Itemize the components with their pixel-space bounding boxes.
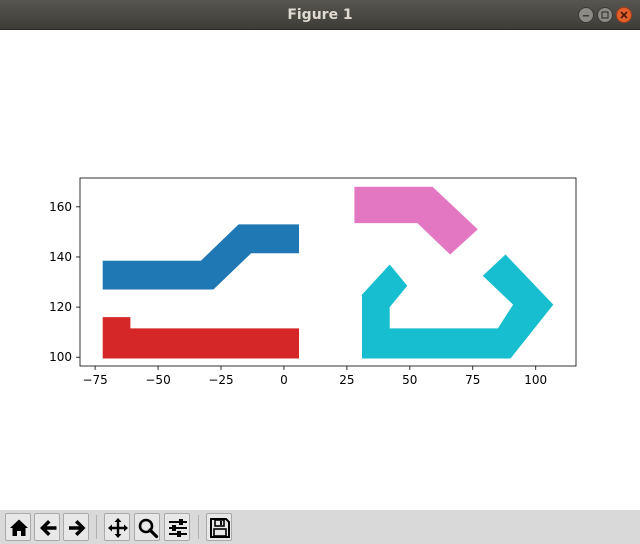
zoom-button[interactable]	[134, 513, 160, 541]
figure-canvas[interactable]: −75 −50 −25 0 25 50 75 100 100 120 140 160	[0, 30, 640, 510]
navigation-toolbar	[0, 510, 640, 544]
x-tick-label: −75	[82, 373, 107, 387]
minimize-button[interactable]	[578, 7, 594, 23]
home-icon	[10, 519, 28, 536]
y-tick-label: 100	[49, 350, 72, 364]
y-axis-ticks: 100 120 140 160	[49, 200, 80, 364]
window-title: Figure 1	[287, 7, 353, 23]
toolbar-separator	[198, 515, 199, 539]
magnifier-icon	[138, 518, 159, 539]
y-tick-label: 140	[49, 250, 72, 264]
polygon-3	[354, 186, 478, 255]
sliders-icon	[169, 519, 187, 537]
back-button[interactable]	[34, 513, 60, 541]
arrow-left-icon	[40, 520, 57, 536]
plot-svg: −75 −50 −25 0 25 50 75 100 100 120 140 160	[49, 177, 577, 387]
close-icon	[620, 11, 628, 19]
x-tick-label: 0	[280, 373, 288, 387]
axes-frame	[79, 177, 577, 367]
polygon-1	[102, 224, 299, 290]
x-tick-label: 100	[524, 373, 547, 387]
close-button[interactable]	[616, 7, 632, 23]
maximize-button[interactable]	[597, 7, 613, 23]
toolbar-separator	[96, 515, 97, 539]
plot-shapes	[102, 186, 554, 359]
save-button[interactable]	[206, 513, 232, 541]
x-tick-label: 50	[402, 373, 417, 387]
pan-button[interactable]	[104, 513, 130, 541]
move-icon	[108, 518, 128, 538]
y-tick-label: 120	[49, 300, 72, 314]
forward-button[interactable]	[63, 513, 89, 541]
home-button[interactable]	[5, 513, 31, 541]
configure-subplots-button[interactable]	[164, 513, 190, 541]
maximize-icon	[601, 11, 609, 19]
polygon-2	[102, 317, 299, 359]
x-tick-label: −25	[208, 373, 233, 387]
window-titlebar[interactable]: Figure 1	[0, 0, 640, 30]
polygon-4	[362, 254, 554, 359]
y-tick-label: 160	[49, 200, 72, 214]
floppy-disk-icon	[210, 518, 230, 538]
x-tick-label: 75	[465, 373, 480, 387]
x-tick-label: −50	[145, 373, 170, 387]
minimize-icon	[583, 15, 589, 17]
x-axis-ticks: −75 −50 −25 0 25 50 75 100	[82, 366, 547, 387]
x-tick-label: 25	[339, 373, 354, 387]
arrow-right-icon	[69, 520, 86, 536]
